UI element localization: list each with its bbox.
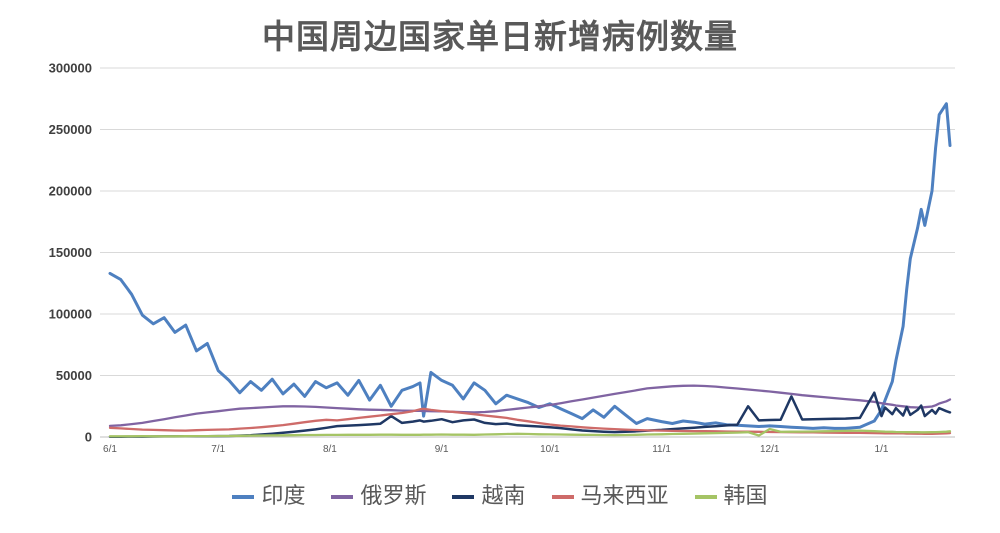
legend-label: 印度 xyxy=(261,484,306,509)
x-tick-label: 8/1 xyxy=(323,444,337,455)
legend-item-越南: 越南 xyxy=(452,484,526,509)
series-line-韩国 xyxy=(108,427,952,438)
y-tick-label: 250000 xyxy=(49,122,92,137)
y-tick-label: 300000 xyxy=(49,61,92,76)
legend-label: 俄罗斯 xyxy=(360,484,427,509)
legend-swatch-icon xyxy=(551,495,574,499)
series-line-俄罗斯 xyxy=(108,384,952,428)
y-tick-label: 100000 xyxy=(49,307,92,322)
x-tick-label: 9/1 xyxy=(435,444,449,455)
x-tick-label: 1/1 xyxy=(875,444,889,455)
legend-swatch-icon xyxy=(331,495,354,499)
y-tick-label: 200000 xyxy=(49,184,92,199)
x-tick-label: 10/1 xyxy=(540,444,560,455)
x-tick-label: 11/1 xyxy=(652,444,671,455)
legend-label: 韩国 xyxy=(723,484,768,509)
series-line-马来西亚 xyxy=(108,407,952,435)
chart-legend: 印度 俄罗斯 越南 马来西亚 韩国 xyxy=(0,486,1000,508)
chart-title: 中国周边国家单日新增病例数量 xyxy=(262,17,738,56)
legend-item-马来西亚: 马来西亚 xyxy=(551,484,669,509)
x-tick-label: 7/1 xyxy=(211,444,225,455)
legend-item-俄罗斯: 俄罗斯 xyxy=(331,486,426,508)
legend-label: 越南 xyxy=(481,484,526,509)
y-tick-label: 0 xyxy=(85,430,92,445)
legend-swatch-icon xyxy=(694,495,717,499)
y-tick-label: 150000 xyxy=(49,245,92,260)
legend-label: 马来西亚 xyxy=(580,484,669,509)
series-line-越南 xyxy=(108,391,952,439)
legend-swatch-icon xyxy=(452,495,475,499)
series-line-印度 xyxy=(108,102,952,430)
y-tick-label: 50000 xyxy=(56,368,92,383)
x-tick-label: 6/1 xyxy=(103,444,117,455)
legend-swatch-icon xyxy=(232,495,255,499)
legend-item-韩国: 韩国 xyxy=(694,484,768,509)
legend-item-印度: 印度 xyxy=(232,486,305,508)
x-tick-label: 12/1 xyxy=(760,444,780,455)
